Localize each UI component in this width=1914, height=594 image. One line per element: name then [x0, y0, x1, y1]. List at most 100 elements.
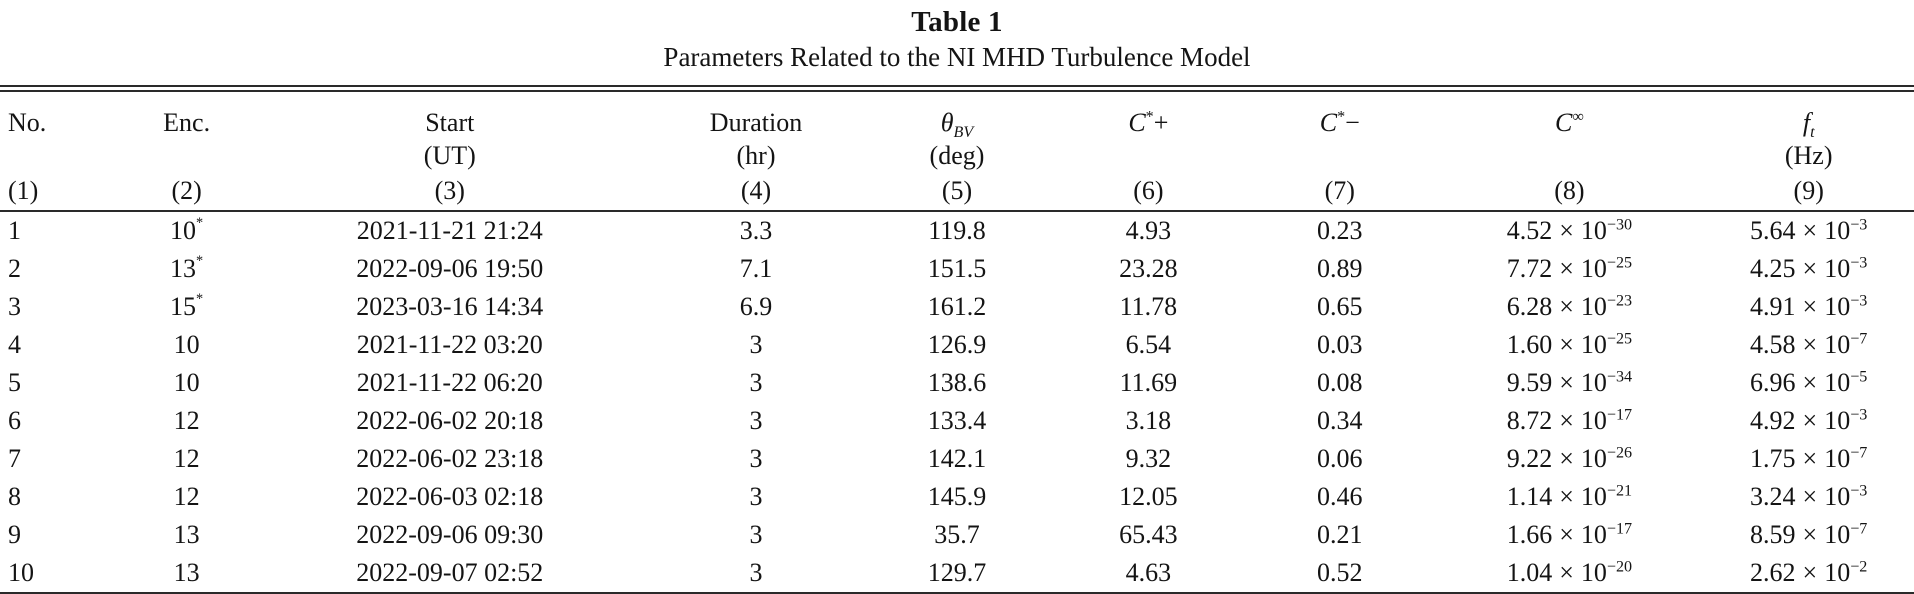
cell-no: 7 [8, 444, 21, 473]
cell-c-infinity: 1.66 × 10−17 [1506, 520, 1633, 549]
cell-theta-bv: 133.4 [927, 406, 987, 435]
cell-ft: 3.24 × 10−3 [1750, 482, 1868, 511]
cell-no: 10 [8, 558, 34, 587]
cell-c-star-minus: 0.08 [1317, 368, 1363, 397]
cell-theta-bv: 119.8 [928, 216, 986, 245]
cell-c-star-plus: 9.32 [1125, 444, 1172, 473]
cell-c-star-plus: 23.28 [1119, 254, 1178, 283]
table-body: 1 10* 2021-11-21 21:24 3.3 119.8 4.93 0.… [0, 211, 1914, 593]
cell-no: 9 [8, 520, 21, 549]
table-header: No. Enc. Start Duration θBV C*+ C*− C∞ f… [0, 91, 1914, 212]
col-header-enc: Enc. [163, 108, 211, 137]
table-row: 2 13* 2022-09-06 19:50 7.1 151.5 23.28 0… [0, 250, 1914, 288]
multiplication-sign: × [1802, 406, 1818, 435]
multiplication-sign: × [1559, 368, 1574, 397]
cell-start: 2022-09-07 02:52 [356, 558, 544, 587]
cell-no: 3 [8, 292, 21, 321]
cell-enc: 10 [173, 368, 200, 397]
unit-duration: (hr) [736, 141, 776, 170]
multiplication-sign: × [1559, 520, 1574, 549]
cell-ft: 6.96 × 10−5 [1750, 368, 1868, 397]
multiplication-sign: × [1802, 482, 1818, 511]
multiplication-sign: × [1559, 406, 1574, 435]
header-label-row: No. Enc. Start Duration θBV C*+ C*− C∞ f… [0, 91, 1914, 142]
colnum-8: (8) [1435, 172, 1704, 212]
cell-start: 2022-06-02 20:18 [356, 406, 544, 435]
col-header-start: Start [425, 108, 475, 137]
cell-no: 6 [8, 406, 21, 435]
colnum-5: (5) [861, 172, 1053, 212]
colnum-6: (6) [1052, 172, 1245, 212]
cell-c-star-plus: 4.93 [1125, 216, 1172, 245]
cell-theta-bv: 142.1 [927, 444, 987, 473]
unit-c-infinity [1435, 140, 1703, 172]
cell-start: 2021-11-22 06:20 [356, 368, 543, 397]
table-rule-top: No. Enc. Start Duration θBV C*+ C*− C∞ f… [0, 85, 1914, 594]
cell-c-infinity: 8.72 × 10−17 [1506, 406, 1633, 435]
header-number-row: (1) (2) (3) (4) (5) (6) (7) (8) (9) [0, 172, 1914, 212]
multiplication-sign: × [1559, 254, 1574, 283]
colnum-9: (9) [1703, 172, 1914, 212]
cell-c-infinity: 9.22 × 10−26 [1506, 444, 1633, 473]
cell-c-star-minus: 0.46 [1317, 482, 1363, 511]
colnum-4: (4) [650, 172, 862, 212]
cell-no: 4 [8, 330, 21, 359]
multiplication-sign: × [1802, 368, 1818, 397]
cell-enc: 12 [173, 444, 200, 473]
cell-c-star-plus: 11.78 [1119, 292, 1178, 321]
cell-duration: 3 [749, 406, 763, 435]
cell-duration: 3 [749, 482, 763, 511]
table-row: 5 10 2021-11-22 06:20 3 138.6 11.69 0.08… [0, 364, 1914, 402]
cell-ft: 5.64 × 10−3 [1750, 216, 1868, 245]
cell-c-star-minus: 0.52 [1317, 558, 1363, 587]
cell-duration: 6.9 [739, 292, 773, 321]
encounter-asterisk: * [196, 291, 204, 308]
unit-start: (UT) [423, 141, 476, 170]
col-header-c-star-minus: C*− [1319, 108, 1360, 137]
cell-no: 8 [8, 482, 21, 511]
colnum-2: (2) [124, 172, 249, 212]
table-row: 9 13 2022-09-06 09:30 3 35.7 65.43 0.21 … [0, 516, 1914, 554]
cell-start: 2022-09-06 09:30 [356, 520, 544, 549]
cell-enc: 10* [170, 215, 204, 245]
table-row: 3 15* 2023-03-16 14:34 6.9 161.2 11.78 0… [0, 288, 1914, 326]
multiplication-sign: × [1802, 520, 1818, 549]
table-row: 7 12 2022-06-02 23:18 3 142.1 9.32 0.06 … [0, 440, 1914, 478]
cell-c-star-plus: 11.69 [1119, 368, 1178, 397]
colnum-1: (1) [0, 172, 125, 212]
cell-c-infinity: 9.59 × 10−34 [1506, 368, 1633, 397]
col-header-theta-bv: θBV [940, 108, 974, 142]
cell-enc: 15* [170, 291, 204, 321]
multiplication-sign: × [1559, 216, 1574, 245]
unit-enc [124, 140, 248, 172]
cell-enc: 12 [173, 406, 200, 435]
cell-c-star-plus: 6.54 [1125, 330, 1172, 359]
table-row: 10 13 2022-09-07 02:52 3 129.7 4.63 0.52… [0, 554, 1914, 593]
table-row: 4 10 2021-11-22 03:20 3 126.9 6.54 0.03 … [0, 326, 1914, 364]
cell-c-star-plus: 4.63 [1125, 558, 1172, 587]
table-title: Table 1 [911, 6, 1003, 38]
table-row: 6 12 2022-06-02 20:18 3 133.4 3.18 0.34 … [0, 402, 1914, 440]
encounter-asterisk: * [196, 215, 204, 232]
cell-c-infinity: 1.14 × 10−21 [1506, 482, 1633, 511]
cell-theta-bv: 138.6 [927, 368, 987, 397]
multiplication-sign: × [1802, 254, 1818, 283]
cell-duration: 3 [749, 558, 763, 587]
encounter-asterisk: * [196, 253, 204, 270]
cell-c-star-minus: 0.06 [1317, 444, 1363, 473]
cell-c-infinity: 1.04 × 10−20 [1506, 558, 1633, 587]
multiplication-sign: × [1802, 444, 1818, 473]
multiplication-sign: × [1559, 444, 1574, 473]
cell-ft: 4.92 × 10−3 [1750, 406, 1868, 435]
unit-no [0, 140, 124, 172]
multiplication-sign: × [1559, 292, 1574, 321]
cell-theta-bv: 126.9 [927, 330, 987, 359]
cell-duration: 3 [749, 330, 763, 359]
cell-start: 2022-06-02 23:18 [356, 444, 544, 473]
cell-c-star-plus: 3.18 [1125, 406, 1172, 435]
cell-ft: 2.62 × 10−2 [1750, 558, 1868, 587]
col-header-c-infinity: C∞ [1555, 108, 1584, 137]
cell-enc: 13 [173, 520, 200, 549]
cell-c-infinity: 7.72 × 10−25 [1506, 254, 1633, 283]
